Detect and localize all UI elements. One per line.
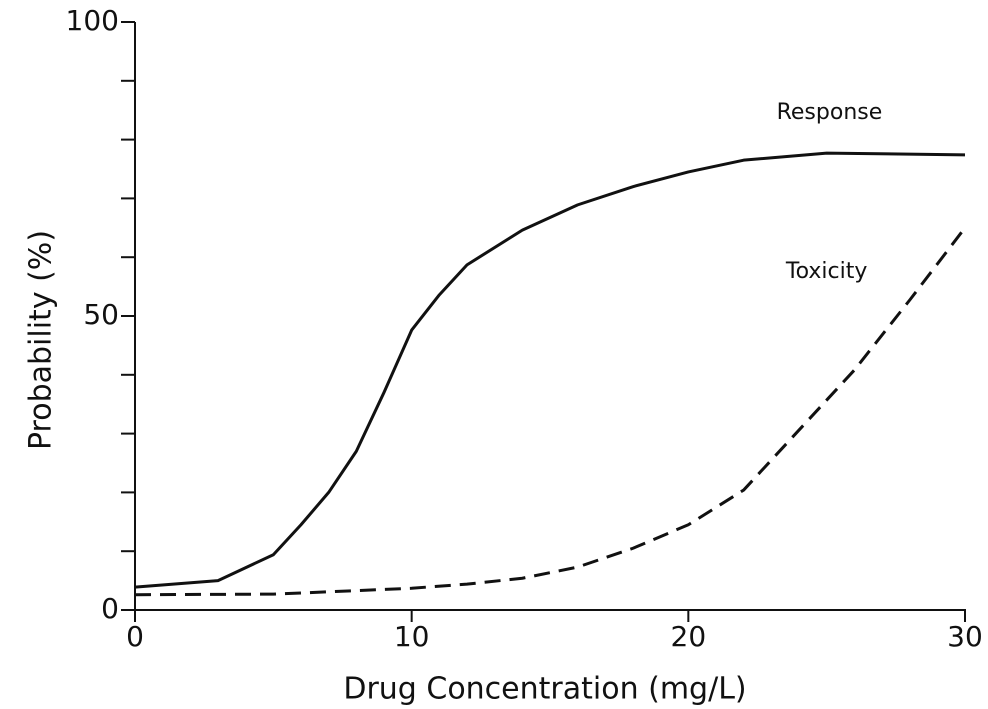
x-tick-label: 30 (947, 620, 983, 653)
y-tick-label: 100 (66, 4, 119, 37)
y-tick-label: 50 (83, 298, 119, 331)
annotation: Toxicity (785, 259, 867, 284)
series-line (134, 226, 967, 597)
x-tick-label: 20 (671, 620, 707, 653)
x-axis-title: Drug Concentration (mg/L) (343, 672, 746, 707)
x-tick-label: 10 (394, 620, 430, 653)
series-line (134, 151, 966, 589)
y-tick-label: 0 (101, 592, 119, 625)
x-tick-label: 0 (126, 620, 144, 653)
annotation: Response (777, 100, 883, 125)
y-axis-title: Probability (%) (24, 230, 59, 450)
